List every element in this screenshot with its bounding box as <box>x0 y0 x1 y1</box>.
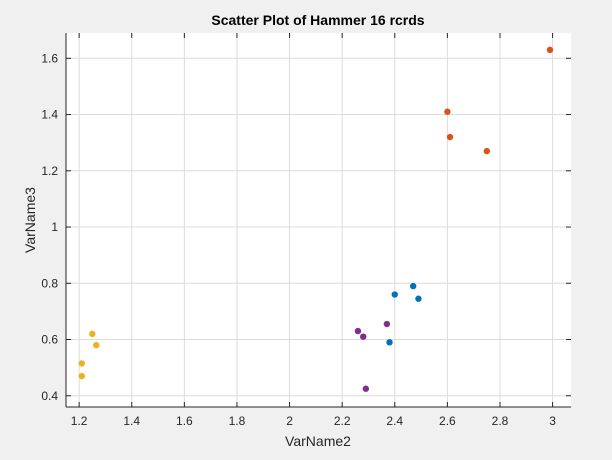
y-tick-label: 1.2 <box>41 164 58 178</box>
data-point <box>89 330 96 338</box>
data-point <box>483 147 491 155</box>
y-tick-label: 0.6 <box>41 333 58 347</box>
data-point <box>415 295 422 302</box>
data-point <box>546 46 554 54</box>
data-point <box>446 133 454 141</box>
y-axis-label: VarName3 <box>22 187 38 253</box>
x-tick-label: 1.2 <box>71 414 88 428</box>
data-point <box>391 291 398 298</box>
x-tick-label: 1.4 <box>123 414 140 428</box>
x-axis-label: VarName2 <box>285 433 351 449</box>
x-tick-label: 1.6 <box>176 414 193 428</box>
data-point <box>354 327 362 335</box>
y-tick-label: 1.4 <box>41 108 58 122</box>
axes <box>65 33 571 408</box>
y-tick-label: 0.8 <box>41 276 58 290</box>
data-point <box>93 341 100 349</box>
plot-area <box>66 33 571 407</box>
x-tick-label: 2 <box>286 414 293 428</box>
grid <box>66 33 571 407</box>
data-point <box>78 372 85 380</box>
x-tick-label: 2.4 <box>386 414 403 428</box>
data-point <box>362 385 370 392</box>
y-tick-label: 0.4 <box>41 389 58 403</box>
data-point <box>360 333 367 340</box>
tick-labels: 1.2 1.4 1.6 1.8 2 2.2 2.4 2.6 2.8 3 0.4 0.6 0.8 1 1.2 1… <box>41 51 556 428</box>
x-tick-label: 2.2 <box>334 414 351 428</box>
y-tick-label: 1.6 <box>41 51 58 65</box>
data-point <box>386 339 393 346</box>
x-tick-label: 1.8 <box>229 414 246 428</box>
x-tick-label: 2.6 <box>439 414 456 428</box>
data-point <box>409 282 417 290</box>
data-point <box>444 108 451 115</box>
x-tick-label: 3 <box>549 414 556 428</box>
y-tick-label: 1 <box>51 220 58 234</box>
chart-title: Scatter Plot of Hammer 16 rcrds <box>211 12 424 28</box>
data-points <box>78 46 554 392</box>
data-point <box>78 360 85 367</box>
data-point <box>383 320 391 328</box>
x-tick-label: 2.8 <box>492 414 509 428</box>
